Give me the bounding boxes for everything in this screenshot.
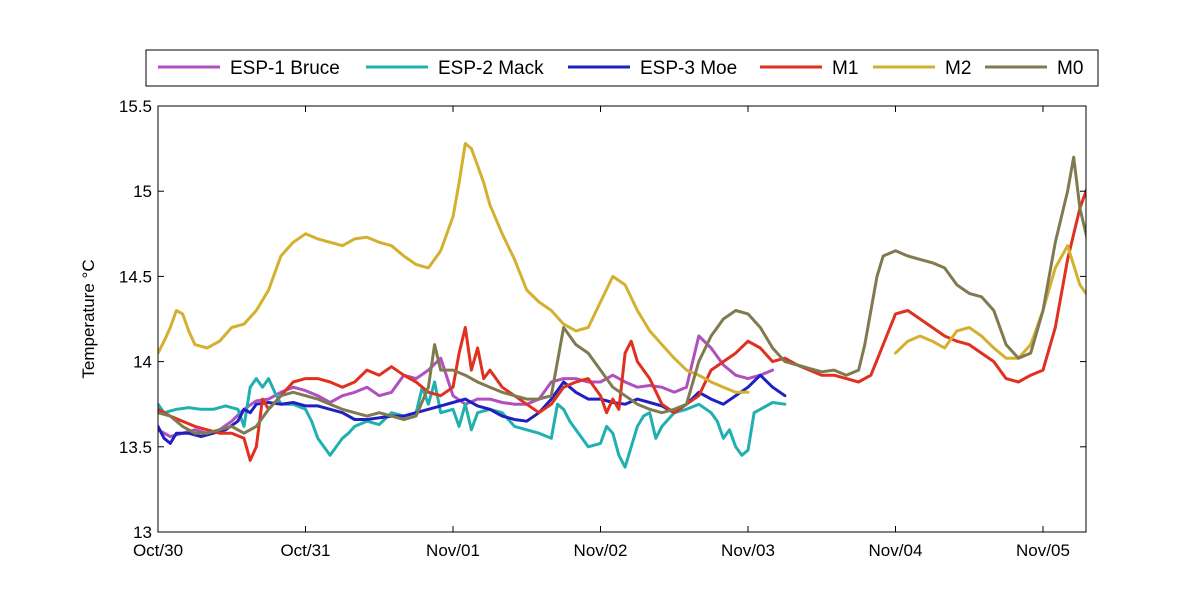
series-line-6 [158,155,1086,435]
y-tick-label: 13 [133,523,152,542]
series-line-1 [158,377,787,469]
legend-label: ESP-3 Moe [640,58,737,79]
series-line-5 [894,244,1086,360]
y-axis-label: Temperature °C [79,259,98,378]
series-line-3 [158,186,1086,462]
y-tick-label: 14 [133,353,152,372]
x-tick-label: Nov/02 [574,541,628,560]
plot-series-group [158,142,1086,469]
legend-label: M2 [945,58,971,79]
legend-label: ESP-2 Mack [438,58,544,79]
y-tick-label: 15 [133,182,152,201]
x-tick-label: Nov/01 [426,541,480,560]
legend-label: M1 [832,58,858,79]
series-line-4 [158,142,750,394]
x-tick-label: Oct/31 [280,541,330,560]
x-tick-label: Nov/04 [869,541,923,560]
axis-ticks: 13 13.5 14 14.5 15 15.5 Oct/30 Oct/31 Nov/01 Nov/… [119,97,1086,560]
legend: ESP-1 Bruce ESP-2 Mack ESP-3 Moe M1 M2 M0 [145,49,1099,87]
plot-frame [157,105,1087,533]
legend-label: M0 [1057,58,1083,79]
x-tick-label: Oct/30 [133,541,183,560]
y-tick-label: 14.5 [119,267,152,286]
legend-label: ESP-1 Bruce [230,58,340,79]
x-tick-label: Nov/03 [721,541,775,560]
y-tick-label: 13.5 [119,438,152,457]
x-tick-label: Nov/05 [1016,541,1070,560]
y-tick-label: 15.5 [119,97,152,116]
